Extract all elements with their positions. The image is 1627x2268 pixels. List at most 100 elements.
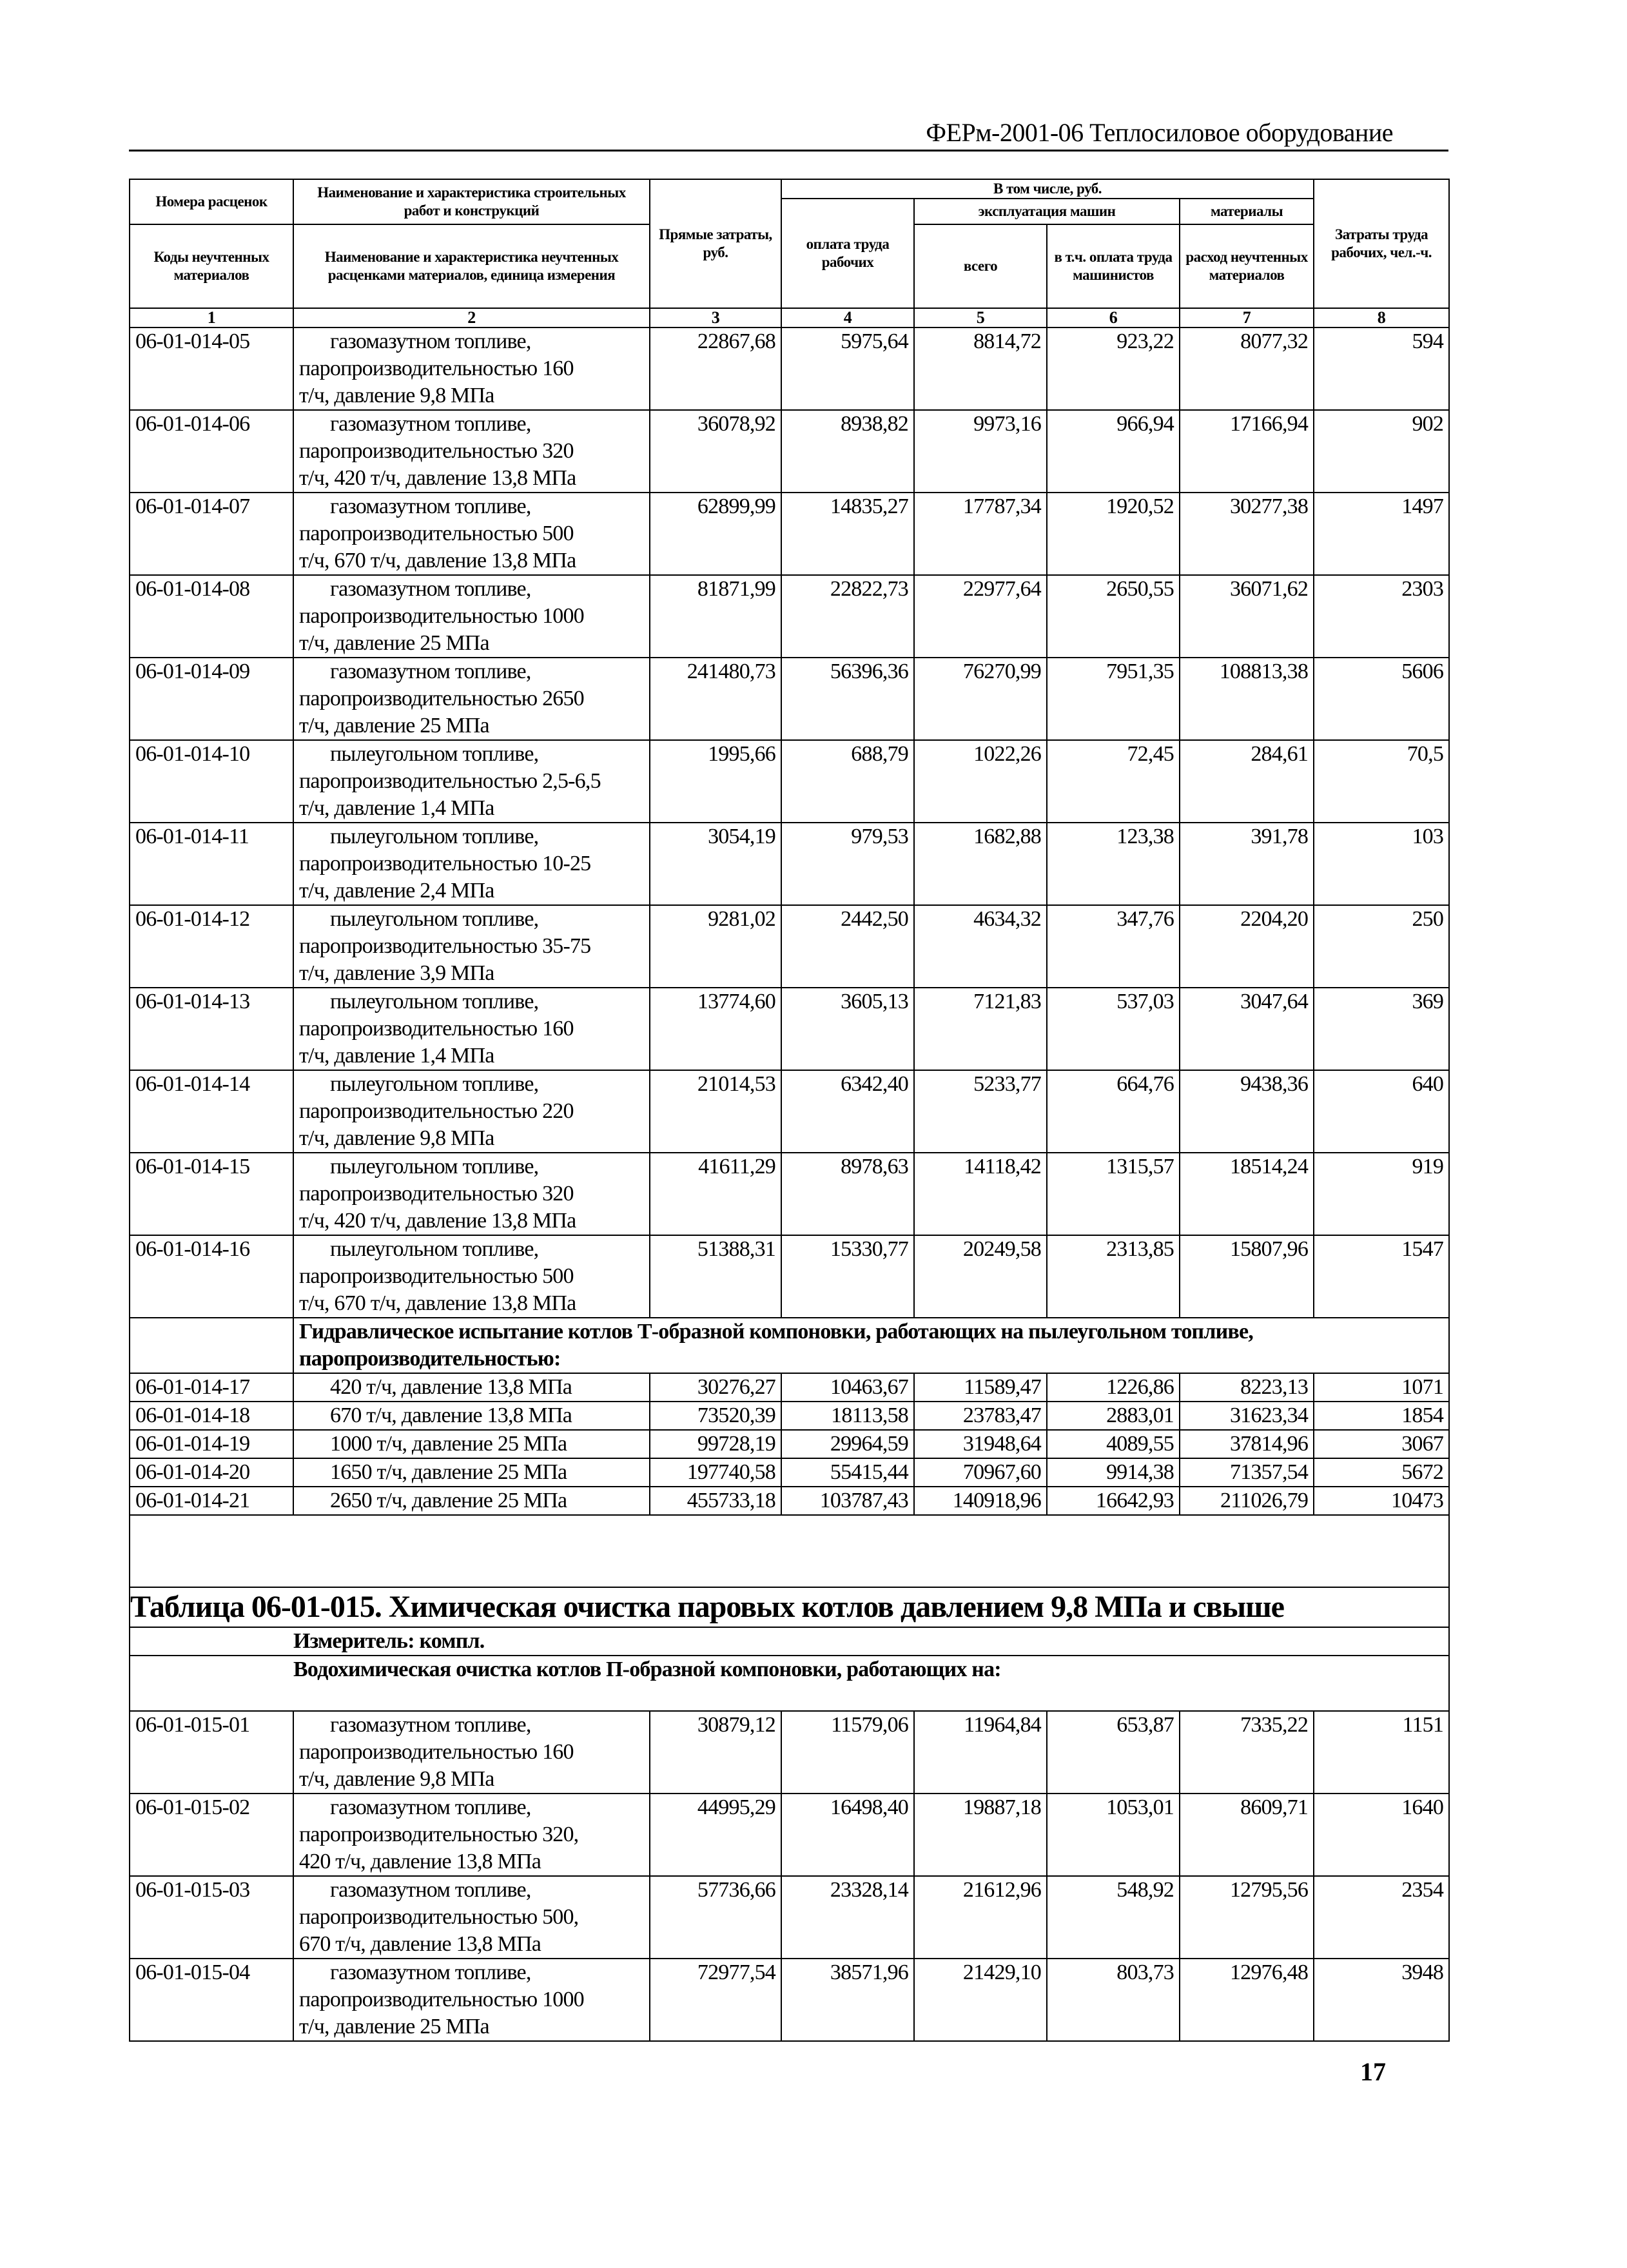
value-cell: 640 (1313, 1070, 1450, 1153)
value-cell: 923,22 (1046, 327, 1180, 411)
description-line: 420 т/ч, давление 13,8 МПа (299, 1850, 541, 1873)
description-line: газомазутном топливе, (330, 329, 531, 353)
header-materials-sub: расход неучтенных материалов (1178, 224, 1315, 309)
description-line: 420 т/ч, давление 13,8 МПа (330, 1375, 572, 1399)
value-cell: 12795,56 (1178, 1875, 1315, 1959)
rate-description: 2650 т/ч, давление 25 МПа (293, 1486, 650, 1516)
value-cell: 23328,14 (781, 1875, 915, 1959)
description-line: паропроизводительностью 320 (299, 1182, 574, 1206)
value-cell: 18113,58 (781, 1401, 915, 1431)
description-line: паропроизводительностью 1000 (299, 1988, 585, 2011)
table-row: 06-01-014-21 2650 т/ч, давление 25 МПа 455… (129, 1486, 1450, 1516)
value-cell: 44995,29 (649, 1793, 782, 1877)
rate-code: 06-01-014-08 (129, 574, 294, 658)
description-line: паропроизводительностью 160 (299, 1017, 574, 1041)
description-line: 670 т/ч, давление 13,8 МПа (330, 1403, 572, 1427)
rate-description: газомазутном топливе, паропроизводительно… (293, 1793, 650, 1877)
value-cell: 1920,52 (1046, 492, 1180, 576)
rate-description: пылеугольном топливе, паропроизводительно… (293, 1152, 650, 1236)
value-cell: 30277,38 (1178, 492, 1315, 576)
rate-code: 06-01-015-01 (129, 1710, 294, 1794)
rate-description: газомазутном топливе, паропроизводительно… (293, 409, 650, 493)
value-cell: 8814,72 (913, 327, 1047, 411)
value-cell: 22867,68 (649, 327, 782, 411)
rate-code: 06-01-014-16 (129, 1235, 294, 1318)
header-including: В том числе, руб. (780, 179, 1315, 199)
description-line: т/ч, давление 25 МПа (299, 2015, 490, 2038)
rate-description: пылеугольном топливе, паропроизводительно… (293, 739, 650, 823)
description-line: т/ч, давление 25 МПа (299, 631, 490, 655)
description-line: пылеугольном топливе, (330, 825, 539, 848)
unit-label: Измеритель: компл. (293, 1627, 1450, 1656)
header-machinist-pay: в т.ч. оплата труда машинистов (1046, 224, 1180, 309)
description-line: пылеугольном топливе, (330, 1072, 539, 1096)
value-cell: 76270,99 (913, 657, 1047, 741)
rate-description: 1000 т/ч, давление 25 МПа (293, 1429, 650, 1459)
header-materials: материалы (1178, 198, 1315, 225)
value-cell: 16498,40 (781, 1793, 915, 1877)
rate-description: 1650 т/ч, давление 25 МПа (293, 1458, 650, 1487)
value-cell: 8978,63 (781, 1152, 915, 1236)
value-cell: 22977,64 (913, 574, 1047, 658)
table-row: 06-01-014-17 420 т/ч, давление 13,8 МПа 30… (129, 1373, 1450, 1402)
value-cell: 108813,38 (1178, 657, 1315, 741)
rate-description: газомазутном топливе, паропроизводительно… (293, 574, 650, 658)
value-cell: 8077,32 (1178, 327, 1315, 411)
value-cell: 12976,48 (1178, 1958, 1315, 2042)
table-row: 06-01-014-19 1000 т/ч, давление 25 МПа 997… (129, 1429, 1450, 1459)
value-cell: 9973,16 (913, 409, 1047, 493)
description-line: газомазутном топливе, (330, 494, 531, 518)
value-cell: 966,94 (1046, 409, 1180, 493)
value-cell: 594 (1313, 327, 1450, 411)
value-cell: 30879,12 (649, 1710, 782, 1794)
description-line: газомазутном топливе, (330, 412, 531, 436)
value-cell: 1547 (1313, 1235, 1450, 1318)
value-cell: 537,03 (1046, 987, 1180, 1071)
value-cell: 250 (1313, 904, 1450, 988)
value-cell: 7335,22 (1178, 1710, 1315, 1794)
description-line: газомазутном топливе, (330, 1960, 531, 1984)
value-cell: 2883,01 (1046, 1401, 1180, 1431)
header-labor-pay: оплата труда рабочих (781, 198, 915, 309)
description-line: газомазутном топливе, (330, 577, 531, 601)
col-num: 4 (781, 308, 915, 328)
description-line: паропроизводительностью 160 (299, 357, 574, 380)
value-cell: 4634,32 (913, 904, 1047, 988)
value-cell: 369 (1313, 987, 1450, 1071)
value-cell: 10473 (1313, 1486, 1450, 1516)
rate-code: 06-01-014-15 (129, 1152, 294, 1236)
value-cell: 123,38 (1046, 822, 1180, 906)
value-cell: 2442,50 (781, 904, 915, 988)
value-cell: 18514,24 (1178, 1152, 1315, 1236)
value-cell: 22822,73 (781, 574, 915, 658)
description-line: паропроизводительностью 220 (299, 1099, 574, 1123)
rows-014-b: 06-01-014-17 420 т/ч, давление 13,8 МПа 30… (129, 1373, 1450, 1516)
rate-description: газомазутном топливе, паропроизводительно… (293, 327, 650, 411)
value-cell: 70,5 (1313, 739, 1450, 823)
value-cell: 14118,42 (913, 1152, 1047, 1236)
page-number: 17 (1360, 2057, 1386, 2086)
value-cell: 1053,01 (1046, 1793, 1180, 1877)
description-line: т/ч, давление 1,4 МПа (299, 1044, 494, 1068)
value-cell: 8223,13 (1178, 1373, 1315, 1402)
value-cell: 5975,64 (781, 327, 915, 411)
description-line: газомазутном топливе, (330, 1713, 531, 1737)
value-cell: 3605,13 (781, 987, 915, 1071)
value-cell: 19887,18 (913, 1793, 1047, 1877)
value-cell: 140918,96 (913, 1486, 1047, 1516)
value-cell: 1151 (1313, 1710, 1450, 1794)
value-cell: 3948 (1313, 1958, 1450, 2042)
value-cell: 8938,82 (781, 409, 915, 493)
value-cell: 41611,29 (649, 1152, 782, 1236)
header-direct-costs: Прямые затраты, руб. (649, 179, 782, 309)
table-header: Номера расценок Наименование и характери… (129, 179, 1450, 328)
rate-code: 06-01-014-06 (129, 409, 294, 493)
table-row: 06-01-014-18 670 т/ч, давление 13,8 МПа 73… (129, 1401, 1450, 1431)
value-cell: 2303 (1313, 574, 1450, 658)
value-cell: 11579,06 (781, 1710, 915, 1794)
value-cell: 72977,54 (649, 1958, 782, 2042)
header-material-codes: Коды неучтенных материалов (129, 224, 294, 309)
description-line: 2650 т/ч, давление 25 МПа (330, 1489, 567, 1512)
value-cell: 455733,18 (649, 1486, 782, 1516)
value-cell: 21429,10 (913, 1958, 1047, 2042)
